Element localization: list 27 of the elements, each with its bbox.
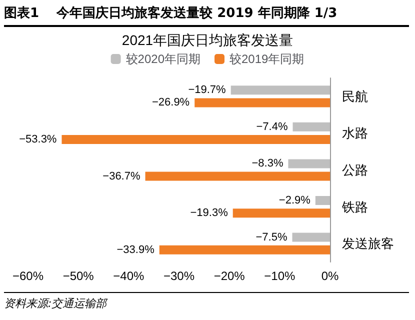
y-tick-label: 铁路: [341, 199, 368, 214]
x-tick-label: 0%: [321, 269, 339, 283]
legend-label: 较2019年同期: [230, 52, 304, 66]
data-label: −33.9%: [116, 244, 155, 256]
data-label: −2.9%: [278, 194, 311, 206]
data-label: −8.3%: [252, 158, 284, 170]
data-label: −7.4%: [256, 120, 288, 133]
data-label: −53.3%: [19, 134, 57, 146]
y-tick-label: 发送旅客: [342, 236, 394, 252]
data-label: −26.9%: [152, 96, 190, 109]
x-tick-label: −40%: [113, 269, 145, 283]
data-label: −19.7%: [188, 84, 226, 96]
legend-label: 较2020年同期: [126, 52, 201, 66]
y-tick-label: 水路: [342, 126, 368, 141]
x-tick-label: −20%: [214, 269, 246, 283]
chart-subtitle: 2021年国庆日均旅客发送量: [122, 32, 294, 48]
data-label: −19.3%: [190, 207, 228, 220]
x-tick-label: −10%: [264, 269, 296, 283]
y-tick-label: 公路: [342, 162, 368, 178]
y-tick-label: 民航: [342, 88, 368, 104]
chart-title: 图表1 今年国庆日均旅客发送量较 2019 年同期降 1/3: [4, 4, 409, 27]
data-label: −36.7%: [102, 170, 140, 182]
text: 资料来源:交通运输部: [4, 292, 409, 311]
x-tick-label: −50%: [62, 269, 94, 283]
x-tick-label: −30%: [163, 269, 195, 283]
data-label: −7.5%: [256, 231, 288, 244]
x-tick-label: −60%: [12, 269, 44, 283]
